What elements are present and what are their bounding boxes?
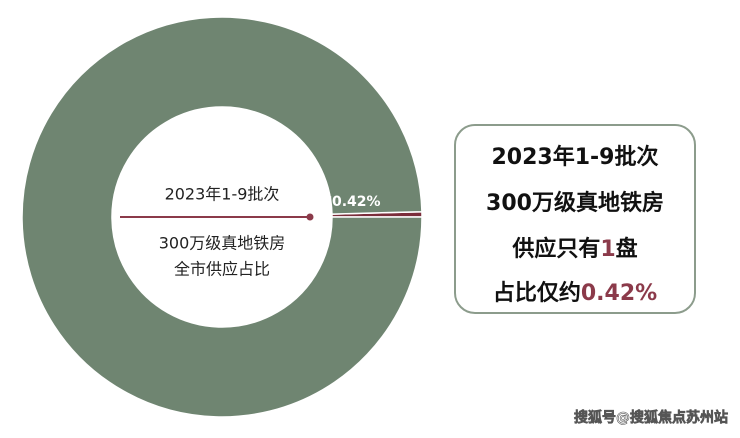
callout-box [454,124,696,314]
watermark: 搜狐号@搜狐焦点苏州站 [574,409,728,426]
callout-text: 供应只有 [511,236,600,262]
value-label: 约0.42% [318,193,381,210]
center-text: 全市供应占比 [174,260,270,279]
callout-text: 1 [600,237,615,262]
center-text: 2023年1-9批次 [165,185,280,204]
center-text: 300万级真地铁房 [159,234,286,253]
callout-line: 占比仅约0.42% [493,280,657,306]
callout-line: 供应只有1盘 [511,236,637,262]
callout-text: 0.42% [581,281,657,306]
callout-text: 2023年1-9批次 [492,144,659,170]
callout-text: 占比仅约 [493,280,581,306]
donut-slice [21,16,423,418]
leader-dot [306,213,314,221]
callout-line: 300万级真地铁房 [486,190,664,216]
callout-text: 300万级真地铁房 [486,190,664,216]
callout-text: 盘 [616,236,638,262]
callout-line: 2023年1-9批次 [492,144,659,170]
